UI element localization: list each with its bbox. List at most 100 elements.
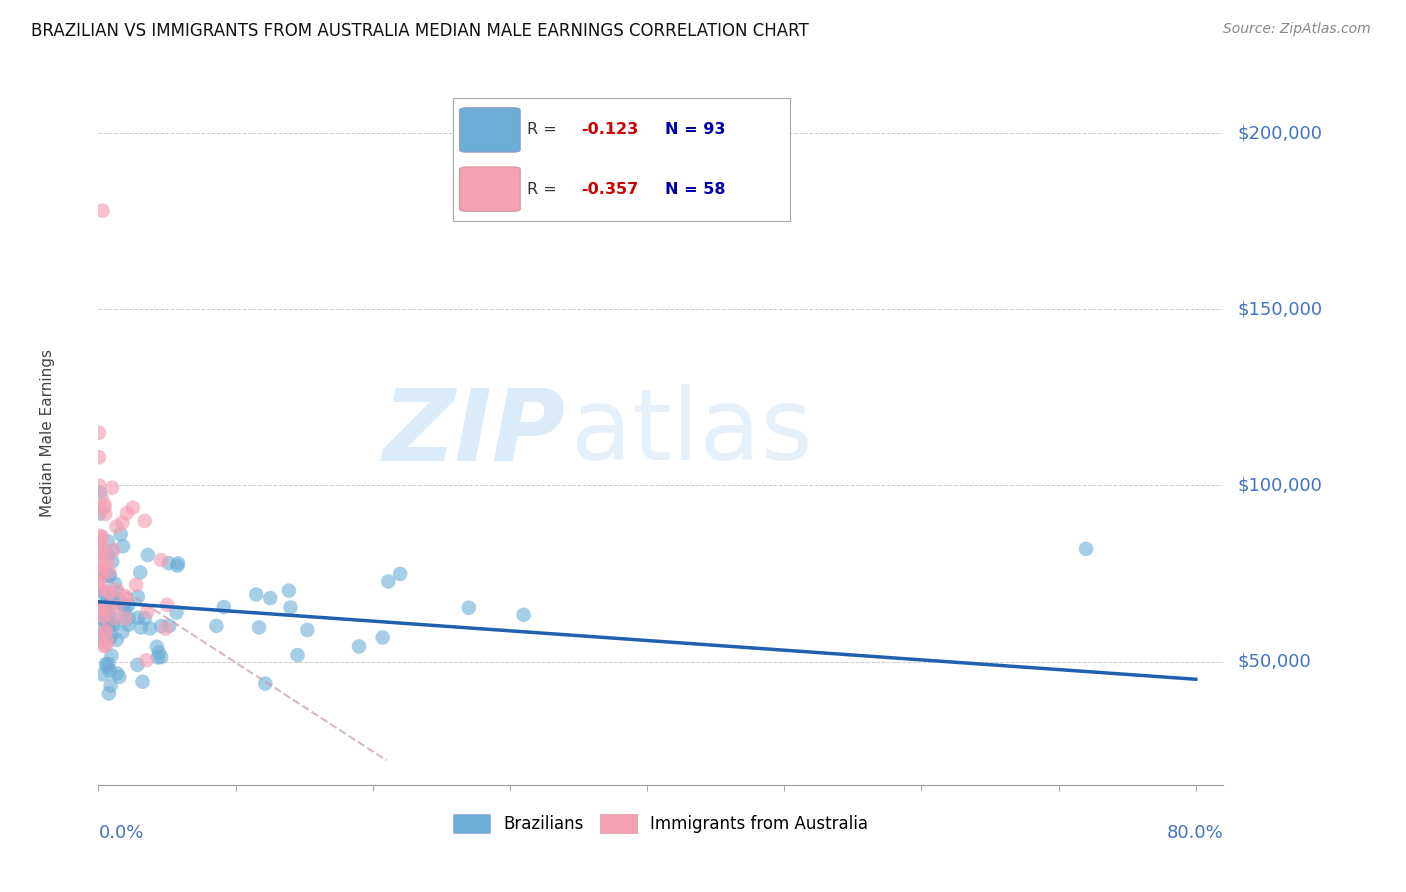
Point: [93, 584, 115, 599]
Point: [121, 500, 143, 515]
Point: [108, 670, 131, 684]
Point: [90, 582, 112, 596]
Point: [146, 650, 169, 665]
Point: [98, 586, 121, 600]
Point: [127, 590, 149, 604]
Point: [93, 500, 115, 515]
Point: [90, 530, 112, 544]
Point: [97, 554, 120, 568]
Point: [93, 612, 115, 626]
Point: [111, 516, 134, 530]
Point: [103, 617, 125, 632]
Point: [93, 545, 115, 559]
Point: [89, 507, 111, 521]
Point: [98, 621, 121, 635]
Point: [135, 653, 157, 667]
Text: atlas: atlas: [571, 384, 813, 481]
Point: [277, 583, 299, 598]
Text: BRAZILIAN VS IMMIGRANTS FROM AUSTRALIA MEDIAN MALE EARNINGS CORRELATION CHART: BRAZILIAN VS IMMIGRANTS FROM AUSTRALIA M…: [31, 22, 808, 40]
Point: [108, 593, 131, 607]
Point: [94, 586, 117, 600]
Point: [105, 599, 128, 614]
Point: [94, 625, 117, 640]
Point: [105, 586, 128, 600]
Point: [297, 623, 319, 637]
Point: [127, 610, 149, 624]
Point: [100, 629, 122, 643]
Point: [136, 548, 159, 562]
Point: [131, 674, 153, 689]
Point: [101, 481, 124, 495]
Point: [136, 604, 159, 618]
Point: [125, 577, 148, 591]
Point: [212, 600, 235, 615]
Point: [97, 584, 120, 599]
Point: [89, 485, 111, 500]
Point: [89, 546, 111, 560]
Point: [91, 601, 114, 615]
Text: $200,000: $200,000: [1237, 124, 1322, 142]
Point: [90, 633, 112, 648]
Point: [97, 620, 120, 634]
Point: [457, 600, 479, 615]
Point: [150, 553, 173, 567]
Point: [89, 622, 111, 636]
Point: [89, 631, 111, 645]
Point: [287, 648, 309, 662]
Point: [89, 603, 111, 617]
Point: [96, 659, 118, 673]
Point: [512, 607, 534, 622]
Point: [101, 554, 124, 568]
Point: [91, 570, 114, 584]
Point: [90, 533, 112, 547]
Point: [97, 686, 120, 700]
Point: [114, 603, 136, 617]
Point: [117, 598, 139, 612]
Point: [94, 601, 117, 615]
Point: [100, 587, 122, 601]
Point: [115, 506, 138, 520]
Text: Source: ZipAtlas.com: Source: ZipAtlas.com: [1223, 22, 1371, 37]
Point: [150, 650, 173, 665]
Text: $100,000: $100,000: [1237, 476, 1322, 494]
Point: [157, 556, 180, 570]
Point: [100, 679, 122, 693]
Point: [105, 519, 128, 533]
Point: [134, 514, 156, 528]
Text: $50,000: $50,000: [1237, 653, 1310, 671]
Point: [97, 619, 120, 633]
Text: 0.0%: 0.0%: [98, 823, 143, 842]
Point: [87, 547, 110, 561]
Point: [115, 589, 138, 603]
Point: [90, 541, 112, 555]
Point: [127, 657, 149, 672]
Point: [110, 527, 132, 541]
Point: [97, 657, 120, 671]
Point: [247, 620, 270, 634]
Point: [90, 566, 112, 580]
Point: [166, 606, 188, 620]
Point: [91, 606, 114, 620]
Point: [105, 632, 128, 647]
Point: [90, 528, 112, 542]
Point: [157, 619, 180, 633]
Point: [94, 507, 117, 521]
Point: [93, 609, 115, 624]
Point: [103, 542, 125, 557]
Point: [156, 598, 179, 612]
Point: [94, 639, 117, 653]
Point: [115, 591, 138, 606]
Point: [94, 657, 117, 671]
Point: [129, 620, 152, 634]
Point: [111, 539, 134, 553]
Point: [155, 622, 177, 636]
Point: [101, 543, 124, 558]
Point: [89, 603, 111, 617]
Point: [96, 635, 118, 649]
Point: [377, 574, 399, 589]
Point: [107, 583, 129, 598]
Point: [100, 648, 122, 663]
Point: [117, 617, 139, 632]
Point: [91, 607, 114, 622]
Point: [89, 542, 111, 557]
